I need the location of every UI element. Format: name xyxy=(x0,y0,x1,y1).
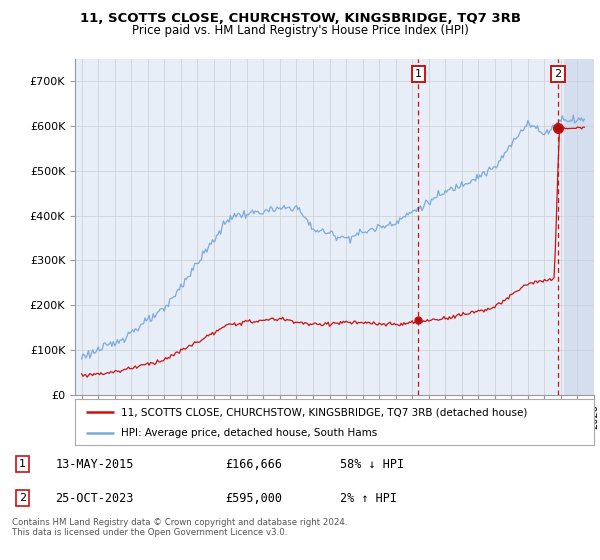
Text: 11, SCOTTS CLOSE, CHURCHSTOW, KINGSBRIDGE, TQ7 3RB (detached house): 11, SCOTTS CLOSE, CHURCHSTOW, KINGSBRIDG… xyxy=(121,407,527,417)
Text: Price paid vs. HM Land Registry's House Price Index (HPI): Price paid vs. HM Land Registry's House … xyxy=(131,24,469,36)
Text: 11, SCOTTS CLOSE, CHURCHSTOW, KINGSBRIDGE, TQ7 3RB: 11, SCOTTS CLOSE, CHURCHSTOW, KINGSBRIDG… xyxy=(79,12,521,25)
Text: 13-MAY-2015: 13-MAY-2015 xyxy=(55,458,134,470)
Text: 1: 1 xyxy=(415,69,422,79)
Text: Contains HM Land Registry data © Crown copyright and database right 2024.
This d: Contains HM Land Registry data © Crown c… xyxy=(12,518,347,538)
Text: 2% ↑ HPI: 2% ↑ HPI xyxy=(340,492,397,505)
Text: 2: 2 xyxy=(554,69,562,79)
Text: 1: 1 xyxy=(19,459,26,469)
Text: £166,666: £166,666 xyxy=(225,458,282,470)
Text: 25-OCT-2023: 25-OCT-2023 xyxy=(55,492,134,505)
Bar xyxy=(564,59,594,395)
Text: 58% ↓ HPI: 58% ↓ HPI xyxy=(340,458,404,470)
Text: £595,000: £595,000 xyxy=(225,492,282,505)
Text: 2: 2 xyxy=(19,493,26,503)
Text: HPI: Average price, detached house, South Hams: HPI: Average price, detached house, Sout… xyxy=(121,428,377,438)
Bar xyxy=(564,59,594,395)
